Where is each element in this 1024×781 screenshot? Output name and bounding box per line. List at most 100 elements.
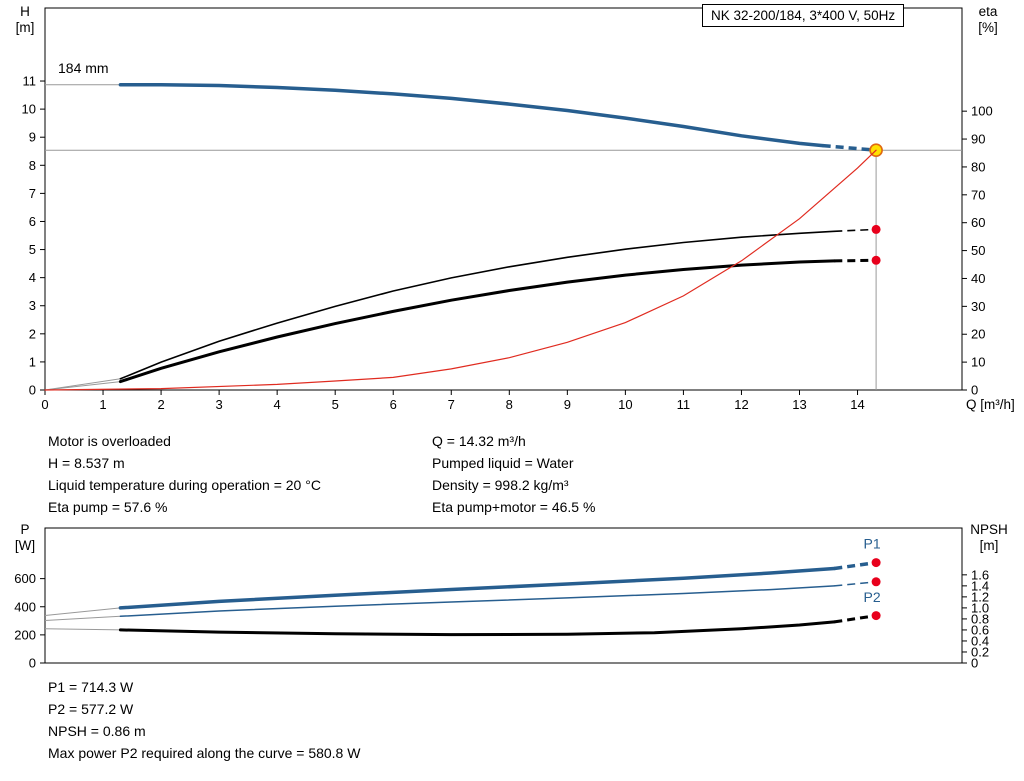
curve-p1-extrapolated: [834, 560, 877, 571]
guide-line: [44, 615, 121, 621]
label-p1: P1: [864, 536, 881, 552]
left-axis-tick-label: 0: [29, 383, 36, 398]
right-axis-tick-label: 0.8: [971, 611, 989, 626]
x-axis-tick-label: 13: [792, 397, 806, 412]
eta-axis-title: eta [%]: [962, 4, 1014, 36]
right-axis-tick-label: 70: [971, 187, 985, 202]
left-axis-tick-label: 600: [14, 571, 36, 586]
x-axis-tick-label: 9: [564, 397, 571, 412]
marker-eta-pump-motor: [871, 255, 881, 265]
right-axis-tick-label: 1.4: [971, 578, 989, 593]
x-axis-tick-label: 4: [274, 397, 281, 412]
x-axis-tick-label: 12: [734, 397, 748, 412]
left-axis-tick-label: 0: [29, 656, 36, 671]
p-axis-title: P [W]: [4, 522, 46, 554]
right-axis-tick-label: 1.6: [971, 567, 989, 582]
pump-title-box: NK 32-200/184, 3*400 V, 50Hz: [702, 4, 905, 27]
left-axis-tick-label: 3: [29, 298, 36, 313]
result-text-left: Motor is overloaded H = 8.537 m Liquid t…: [48, 430, 321, 518]
info-line-eta-pump-motor: Eta pump+motor = 46.5 %: [432, 499, 596, 515]
result-text-bottom: P1 = 714.3 W P2 = 577.2 W NPSH = 0.86 m …: [48, 676, 360, 764]
right-axis-tick-label: 50: [971, 243, 985, 258]
info-line-head: H = 8.537 m: [48, 455, 125, 471]
marker-p1: [871, 558, 881, 568]
eta-axis-title-line2: [%]: [978, 20, 998, 35]
x-axis-tick-label: 11: [677, 397, 691, 412]
right-axis-tick-label: 90: [971, 132, 985, 147]
left-axis-tick-label: 8: [29, 158, 36, 173]
info-line-flow: Q = 14.32 m³/h: [432, 433, 526, 449]
info-line-liquid-temp: Liquid temperature during operation = 20…: [48, 477, 321, 493]
right-axis-tick-label: 0.2: [971, 644, 989, 659]
right-axis-tick-label: 0.6: [971, 622, 989, 637]
left-axis-tick-label: 7: [29, 186, 36, 201]
info-line-motor-overloaded: Motor is overloaded: [48, 433, 171, 449]
left-axis-tick-label: 4: [29, 270, 36, 285]
left-axis-tick-label: 9: [29, 130, 36, 145]
x-axis-tick-label: 2: [157, 397, 164, 412]
curve-head: [118, 82, 825, 148]
curve-npsh: [118, 620, 836, 637]
left-axis-tick-label: 400: [14, 599, 36, 614]
x-axis-tick-label: 8: [506, 397, 513, 412]
info-line-p2: P2 = 577.2 W: [48, 701, 134, 717]
left-axis-tick-label: 11: [23, 74, 37, 89]
npsh-axis-title-line1: NPSH: [970, 522, 1008, 537]
x-axis-tick-label: 0: [41, 397, 48, 412]
marker-eta-pump: [871, 224, 881, 234]
right-axis-tick-label: 60: [971, 215, 985, 230]
left-axis-tick-label: 1: [29, 354, 36, 369]
curve-system: [44, 149, 877, 391]
info-line-npsh: NPSH = 0.86 m: [48, 723, 146, 739]
x-axis-tick-label: 6: [390, 397, 397, 412]
right-axis-tick-label: 1.0: [971, 600, 989, 615]
right-axis-tick-label: 100: [971, 104, 993, 119]
x-axis-tick-label: 14: [850, 397, 864, 412]
impeller-diameter-label: 184 mm: [58, 60, 109, 76]
plot-frame: [44, 527, 963, 664]
guide-line: [44, 381, 121, 391]
right-axis-tick-label: 30: [971, 299, 985, 314]
right-axis-tick-label: 10: [971, 355, 985, 370]
curve-head-extrapolated: [822, 143, 877, 152]
right-axis-tick-label: 20: [971, 327, 985, 342]
curve-npsh-extrapolated: [834, 614, 877, 624]
right-axis-tick-label: 0: [971, 383, 978, 398]
right-axis-tick-label: 40: [971, 271, 985, 286]
npsh-axis-title: NPSH [m]: [958, 522, 1020, 554]
q-axis-label: Q [m³/h]: [966, 397, 1015, 412]
info-line-max-power: Max power P2 required along the curve = …: [48, 745, 361, 761]
right-axis-tick-label: 0: [971, 656, 978, 671]
marker-p2: [871, 577, 881, 587]
curve-eta-pump-motor-extrapolated: [834, 258, 877, 263]
h-axis-title-line2: [m]: [15, 20, 35, 35]
right-axis-tick-label: 1.2: [971, 589, 989, 604]
curve-eta-pump: [119, 230, 836, 380]
curve-p2-extrapolated: [834, 581, 877, 587]
result-text-right: Q = 14.32 m³/h Pumped liquid = Water Den…: [432, 430, 595, 518]
x-axis-tick-label: 1: [99, 397, 106, 412]
left-axis-tick-label: 200: [14, 627, 36, 642]
curve-p2: [119, 585, 836, 618]
plot-frame: [44, 7, 963, 391]
p-axis-title-line2: [W]: [14, 538, 36, 553]
right-axis-tick-label: 0.4: [971, 633, 989, 648]
left-axis-tick-label: 2: [29, 326, 36, 341]
curve-p1: [118, 566, 837, 610]
info-line-pumped-liquid: Pumped liquid = Water: [432, 455, 574, 471]
guide-line: [44, 628, 121, 631]
x-axis-tick-label: 5: [332, 397, 339, 412]
npsh-axis-title-line2: [m]: [979, 538, 999, 553]
info-line-eta-pump: Eta pump = 57.6 %: [48, 499, 168, 515]
info-line-density: Density = 998.2 kg/m³: [432, 477, 569, 493]
left-axis-tick-label: 10: [22, 102, 36, 117]
guide-line: [44, 607, 121, 616]
x-axis-tick-label: 7: [448, 397, 455, 412]
curve-eta-pump-extrapolated: [834, 228, 877, 233]
left-axis-tick-label: 6: [29, 214, 36, 229]
label-p2: P2: [864, 589, 881, 605]
eta-axis-title-line1: eta: [978, 4, 998, 19]
info-line-p1: P1 = 714.3 W: [48, 679, 134, 695]
